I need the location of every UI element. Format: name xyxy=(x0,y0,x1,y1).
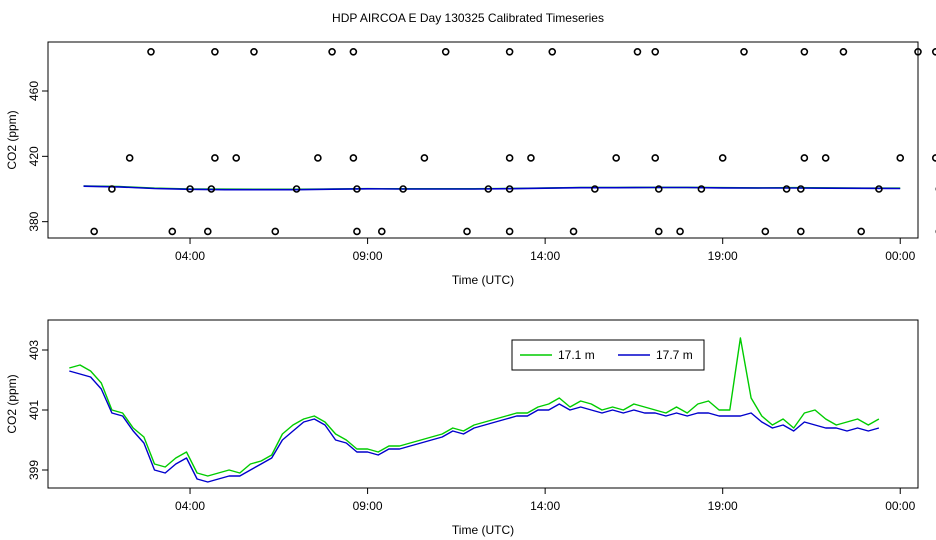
scatter-point xyxy=(718,154,727,162)
series-line-2 xyxy=(69,370,880,483)
scatter-point xyxy=(186,185,194,193)
x-tick-label: 04:00 xyxy=(175,499,205,513)
scatter-point xyxy=(353,185,361,193)
scatter-point xyxy=(548,47,557,56)
scatter-point xyxy=(399,185,407,193)
x-tick-label: 09:00 xyxy=(353,499,383,513)
scatter-point xyxy=(527,154,535,162)
y-tick-label: 399 xyxy=(27,460,41,480)
scatter-point xyxy=(271,227,280,236)
scatter-point xyxy=(328,47,336,56)
scatter-point xyxy=(612,154,620,162)
x-axis-label: Time (UTC) xyxy=(452,273,514,287)
scatter-point xyxy=(651,47,660,56)
scatter-point xyxy=(292,185,301,193)
scatter-point xyxy=(591,185,599,193)
y-axis-label: CO2 (ppm) xyxy=(5,110,19,169)
scatter-point xyxy=(211,154,219,162)
data-layer xyxy=(69,337,880,483)
x-tick-label: 09:00 xyxy=(353,249,383,263)
series-line-1 xyxy=(69,337,880,477)
scatter-point xyxy=(633,47,642,56)
plot-frame xyxy=(47,319,919,489)
scatter-point xyxy=(505,47,514,56)
scatter-point xyxy=(232,154,241,162)
y-axis-label: CO2 (ppm) xyxy=(5,374,19,433)
scatter-point xyxy=(914,47,922,56)
plot-frame xyxy=(47,41,919,239)
y-tick-label: 401 xyxy=(27,400,41,420)
chart-title: HDP AIRCOA E Day 130325 Calibrated Times… xyxy=(332,11,604,25)
scatter-point xyxy=(875,185,883,193)
scatter-point xyxy=(761,227,770,236)
scatter-point xyxy=(740,47,748,56)
y-tick-label: 403 xyxy=(27,340,41,360)
scatter-point xyxy=(569,227,578,236)
scatter-point xyxy=(441,47,450,56)
scatter-point xyxy=(800,47,809,56)
legend-label: 17.1 m xyxy=(558,348,595,362)
top-panel: 04:00 09:00 14:00 19:00 00:00 380 420 460 Time (… xyxy=(5,41,936,287)
x-axis-label: Time (UTC) xyxy=(452,523,514,537)
scatter-point xyxy=(797,185,805,193)
scatter-point xyxy=(420,154,429,162)
scatter-point xyxy=(800,154,809,162)
x-tick-label: 00:00 xyxy=(885,249,915,263)
legend-label: 17.7 m xyxy=(656,348,693,362)
x-tick-label: 04:00 xyxy=(175,249,205,263)
scatter-point xyxy=(651,154,660,162)
scatter-point xyxy=(463,227,471,236)
scatter-point xyxy=(349,154,358,162)
y-tick-label: 420 xyxy=(27,146,41,166)
scatter-point xyxy=(203,227,212,236)
legend: 17.1 m 17.7 m xyxy=(511,339,705,371)
scatter-point xyxy=(484,185,493,193)
scatter-point xyxy=(349,47,358,56)
scatter-point xyxy=(505,154,514,162)
scatter-point xyxy=(505,185,514,193)
scatter-point xyxy=(168,227,177,236)
scatter-point xyxy=(654,185,663,193)
scatter-point xyxy=(697,185,706,193)
y-tick-label: 380 xyxy=(27,211,41,231)
x-tick-label: 14:00 xyxy=(530,249,560,263)
scatter-point xyxy=(505,227,514,236)
scatter-point xyxy=(797,227,805,236)
scatter-point xyxy=(90,227,98,236)
x-tick-label: 19:00 xyxy=(708,249,738,263)
scatter-point xyxy=(250,47,258,56)
scatter-point xyxy=(147,47,155,56)
x-tick-label: 19:00 xyxy=(708,499,738,513)
scatter-point xyxy=(821,154,830,162)
scatter-point xyxy=(654,227,663,236)
x-tick-label: 00:00 xyxy=(885,499,915,513)
scatter-point xyxy=(857,227,865,236)
scatter-point xyxy=(211,47,219,56)
scatter-point xyxy=(207,185,216,193)
scatter-point xyxy=(125,154,134,162)
scatter-point xyxy=(108,185,116,193)
scatter-point xyxy=(839,47,848,56)
scatter-point xyxy=(377,227,386,236)
scatter-point xyxy=(314,154,322,162)
scatter-point xyxy=(896,154,905,162)
bottom-panel: 04:00 09:00 14:00 19:00 00:00 399 401 403 Time (… xyxy=(5,319,919,537)
scatter-point xyxy=(353,227,361,236)
scatter-point xyxy=(676,227,684,236)
y-tick-label: 460 xyxy=(27,81,41,101)
x-tick-label: 14:00 xyxy=(530,499,560,513)
scatter-point xyxy=(782,185,791,193)
